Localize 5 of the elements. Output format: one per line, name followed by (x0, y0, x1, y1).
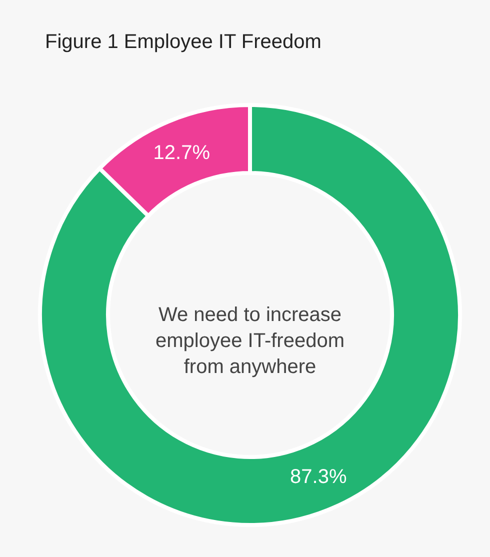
donut-slice (38, 103, 462, 527)
text: We need to increase employee IT-freedom from anywhere (156, 304, 344, 378)
chart-title: Figure 1 Employee IT Freedom (45, 31, 322, 53)
data-label: 87.3% (290, 466, 347, 488)
data-label: 12.7% (153, 142, 210, 164)
